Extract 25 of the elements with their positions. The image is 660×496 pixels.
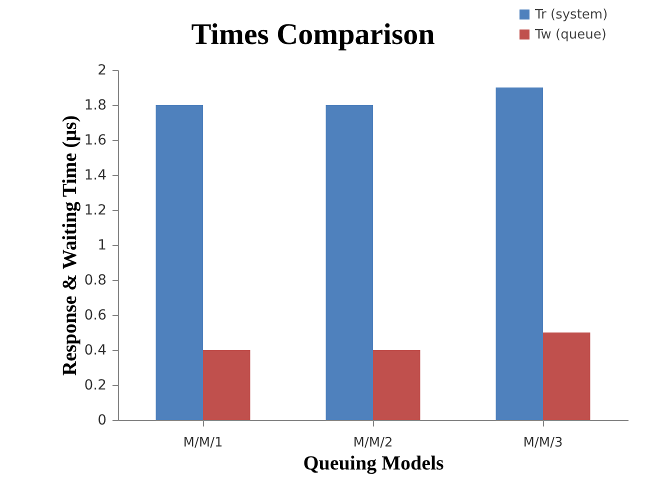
y-tick-label: 2 (98, 62, 106, 78)
bar (543, 332, 590, 420)
y-tick-label: 0.6 (84, 308, 107, 324)
y-tick-label: 0 (98, 412, 106, 428)
bar (156, 105, 203, 420)
chart-title: Times Comparison (191, 18, 436, 51)
legend-label: Tw (queue) (534, 28, 606, 42)
x-axis-title: Queuing Models (303, 452, 444, 474)
bar (326, 105, 373, 420)
y-tick-label: 1.8 (84, 98, 106, 114)
bar (496, 88, 543, 420)
y-tick-label: 0.8 (84, 272, 106, 288)
x-tick-label: M/M/1 (183, 436, 223, 450)
y-tick-label: 1.4 (84, 168, 107, 184)
y-tick-label: 1.6 (84, 132, 107, 148)
y-tick-label: 1 (98, 238, 106, 254)
y-tick-label: 1.2 (84, 202, 106, 218)
legend-label: Tr (system) (534, 8, 608, 22)
y-tick-label: 0.4 (84, 342, 107, 358)
bar (373, 350, 420, 420)
x-tick-label: M/M/3 (523, 436, 563, 450)
bar (203, 350, 250, 420)
x-tick-label: M/M/2 (353, 436, 393, 450)
y-tick-label: 0.2 (84, 378, 106, 394)
y-axis-title: Response & Waiting Time (µs) (59, 115, 82, 376)
